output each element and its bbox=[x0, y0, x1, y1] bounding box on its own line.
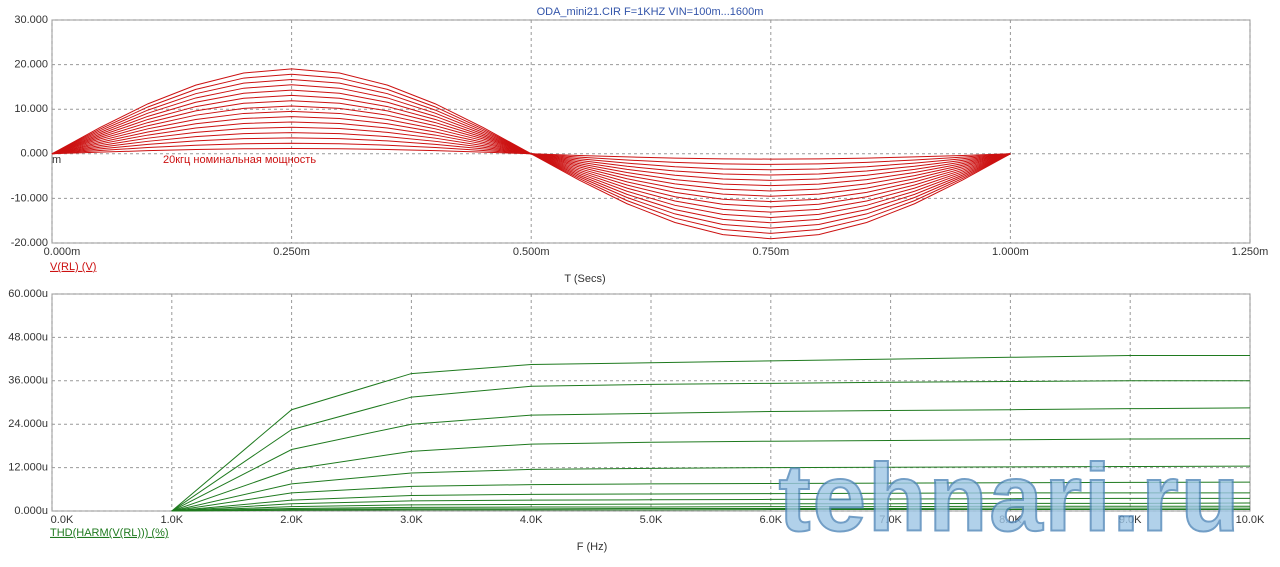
series-line bbox=[171, 509, 1250, 512]
annotation: 20кгц номинальная мощность bbox=[163, 154, 316, 166]
y-tick-label: 48.000u bbox=[8, 331, 48, 343]
x-tick-label: 4.0K bbox=[520, 514, 543, 526]
y-tick-label: 36.000u bbox=[8, 375, 48, 387]
series-line bbox=[171, 438, 1251, 512]
y-tick-label: 24.000u bbox=[8, 418, 48, 430]
series-line bbox=[51, 68, 1011, 240]
x-tick-label: 2.0K bbox=[280, 514, 303, 526]
x-tick-label: 1.000m bbox=[992, 246, 1029, 258]
y-tick-label: 60.000u bbox=[8, 288, 48, 300]
y-tick-label: -10.000 bbox=[11, 192, 48, 204]
x-axis-label: T (Secs) bbox=[564, 273, 605, 285]
x-tick-label: 5.0K bbox=[640, 514, 663, 526]
y-tick-label: 0.000 bbox=[20, 148, 48, 160]
series-line bbox=[171, 505, 1250, 512]
y-tick-label: -20.000 bbox=[11, 237, 48, 249]
x-tick-label: 10.0K bbox=[1236, 514, 1265, 526]
y-tick-label: 20.000 bbox=[14, 59, 48, 71]
x-tick-label: 7.0K bbox=[879, 514, 902, 526]
series-line bbox=[171, 465, 1251, 512]
x-tick-label: 0.500m bbox=[513, 246, 550, 258]
series-line bbox=[171, 507, 1250, 512]
x-tick-label: 1.250m bbox=[1232, 246, 1269, 258]
series-line bbox=[171, 492, 1250, 512]
y-axis-label: V(RL) (V) bbox=[50, 261, 96, 273]
y-tick-label: 10.000 bbox=[14, 103, 48, 115]
x-tick-label: 0.250m bbox=[273, 246, 310, 258]
annotation: m bbox=[52, 154, 61, 166]
y-axis-label: THD(HARM(V(RL))) (%) bbox=[50, 527, 169, 539]
y-tick-label: 12.000u bbox=[8, 462, 48, 474]
series-line bbox=[171, 380, 1250, 512]
series-line bbox=[171, 354, 1250, 512]
series-line bbox=[171, 502, 1251, 512]
x-tick-label: 9.0K bbox=[1119, 514, 1142, 526]
x-tick-label: 0.000m bbox=[44, 246, 81, 258]
x-tick-label: 0.0K bbox=[51, 514, 74, 526]
plot-frame bbox=[51, 19, 1251, 244]
x-tick-label: 0.750m bbox=[752, 246, 789, 258]
series-line bbox=[171, 481, 1251, 512]
x-tick-label: 1.0K bbox=[160, 514, 183, 526]
x-tick-label: 3.0K bbox=[400, 514, 423, 526]
chart-title: ODA_mini21.CIR F=1KHZ VIN=100m...1600m bbox=[537, 6, 764, 18]
x-tick-label: 8.0K bbox=[999, 514, 1022, 526]
y-tick-label: 30.000 bbox=[14, 14, 48, 26]
x-tick-label: 6.0K bbox=[759, 514, 782, 526]
series-line bbox=[171, 497, 1250, 512]
y-tick-label: 0.000u bbox=[14, 505, 48, 517]
series-line bbox=[171, 407, 1251, 512]
x-axis-label: F (Hz) bbox=[577, 541, 608, 553]
watermark: tehnari.ru bbox=[779, 444, 1242, 551]
